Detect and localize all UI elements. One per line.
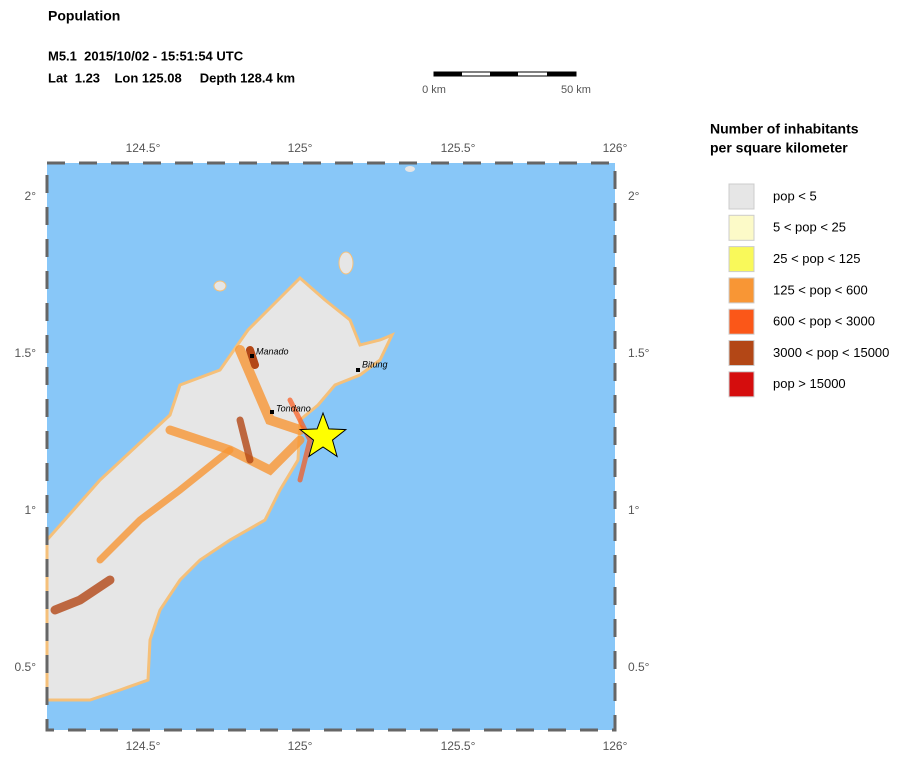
- legend-title: Number of inhabitants: [710, 121, 859, 137]
- legend-label: 3000 < pop < 15000: [773, 345, 889, 360]
- title: Population: [48, 8, 120, 24]
- legend-swatch: [728, 277, 755, 304]
- city-label: Manado: [256, 346, 289, 356]
- y-tick-label: 1°: [628, 503, 640, 517]
- x-tick-label: 125°: [288, 739, 313, 753]
- y-tick-label: 2°: [25, 189, 37, 203]
- land: [45, 275, 396, 702]
- x-tick-label: 125°: [288, 141, 313, 155]
- map: Manado Bitung Tondano: [45, 161, 617, 732]
- x-tick-label: 126°: [603, 141, 628, 155]
- legend-swatch: [728, 308, 755, 335]
- legend-swatch: [728, 246, 755, 273]
- legend-swatch: [728, 371, 755, 398]
- x-tick-label: 124.5°: [126, 141, 161, 155]
- y-tick-label: 0.5°: [628, 660, 650, 674]
- scale-label: 50 km: [561, 84, 591, 96]
- legend-swatch: [728, 340, 755, 366]
- legend-label: 125 < pop < 600: [773, 282, 868, 297]
- legend-title: per square kilometer: [710, 140, 848, 156]
- y-tick-label: 2°: [628, 189, 640, 203]
- scale-bar: 0 km 50 km: [422, 71, 591, 96]
- legend-swatch: [728, 214, 755, 241]
- legend-label: pop < 5: [773, 188, 817, 203]
- legend-label: 5 < pop < 25: [773, 220, 846, 235]
- x-tick-label: 125.5°: [441, 739, 476, 753]
- legend-label: 600 < pop < 3000: [773, 314, 875, 329]
- location: Lat 1.23 Lon 125.08 Depth 128.4 km: [48, 70, 295, 85]
- legend-label: pop > 15000: [773, 376, 846, 391]
- y-tick-label: 1.5°: [628, 346, 650, 360]
- y-tick-label: 0.5°: [15, 660, 37, 674]
- y-tick-label: 1°: [25, 503, 37, 517]
- y-tick-label: 1.5°: [15, 346, 37, 360]
- city-label: Tondano: [276, 403, 311, 413]
- scale-label: 0 km: [422, 84, 446, 96]
- epicenter: [298, 411, 348, 458]
- legend-swatch: [728, 183, 755, 210]
- event: M5.1 2015/10/02 - 15:51:54 UTC: [48, 48, 244, 63]
- x-tick-label: 124.5°: [126, 739, 161, 753]
- x-tick-label: 126°: [603, 739, 628, 753]
- x-tick-label: 125.5°: [441, 141, 476, 155]
- city-label: Bitung: [362, 359, 388, 369]
- legend-label: 25 < pop < 125: [773, 251, 860, 266]
